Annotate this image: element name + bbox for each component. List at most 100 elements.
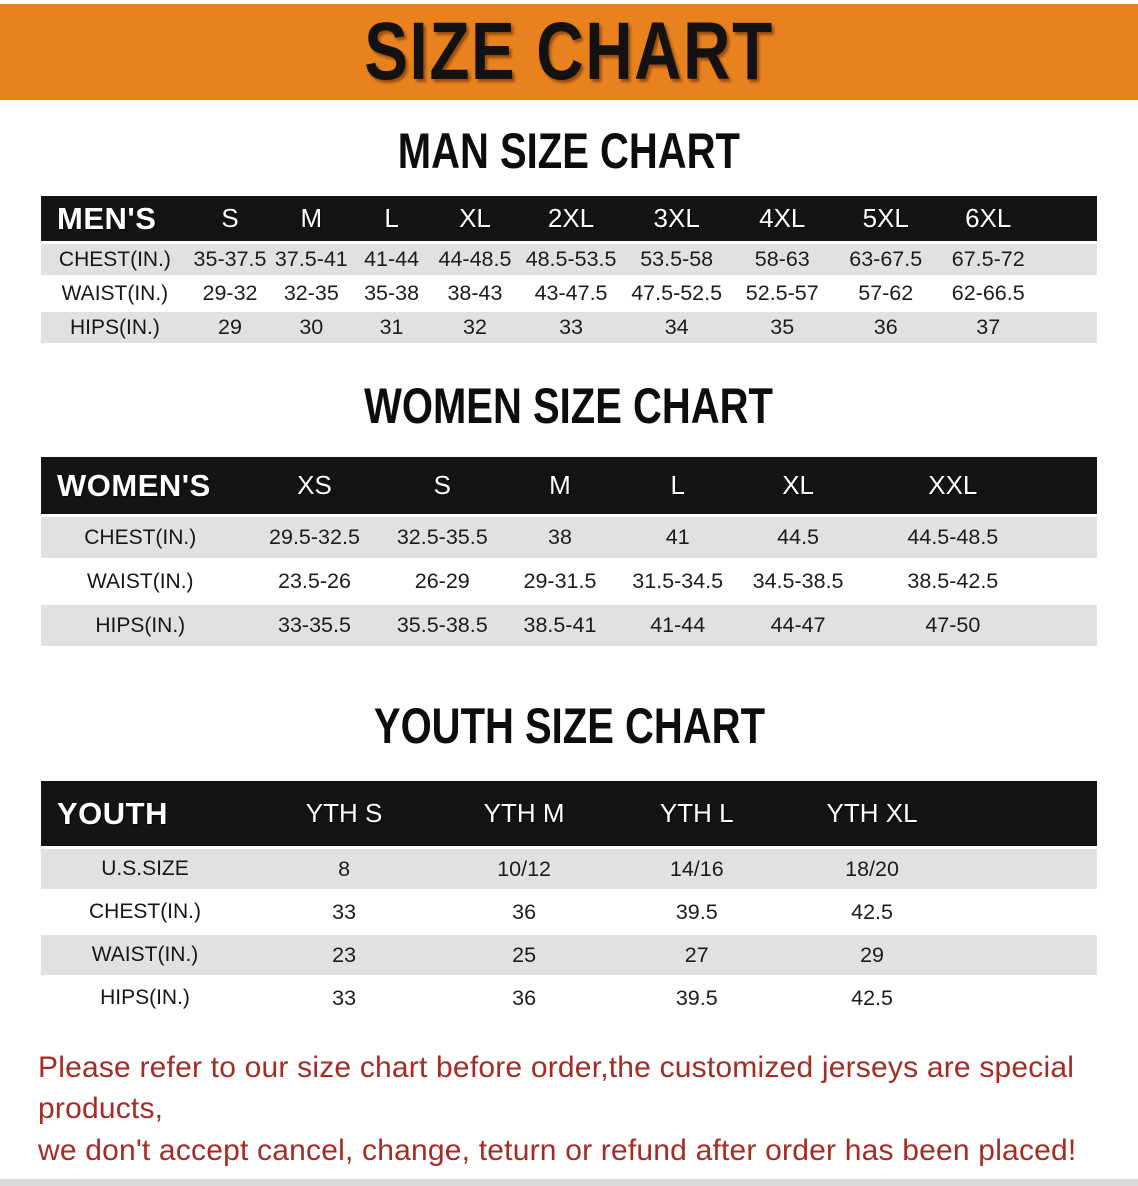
size-value-cell: 67.5-72 [936,244,1097,275]
size-value-cell: 41-44 [351,244,432,275]
size-column-header: L [624,457,731,514]
size-value-cell: 23.5-26 [239,561,390,602]
size-value-cell: 37.5-41 [271,244,352,275]
size-value-cell: 63-67.5 [835,244,937,275]
size-column-header: S [188,196,272,241]
size-value-cell: 32-35 [271,278,352,309]
size-value-cell: 44.5 [730,517,866,558]
table-row: CHEST(IN.) 33 36 39.5 42.5 [41,892,1097,932]
size-value-cell: 53.5-58 [623,244,730,275]
size-value-cell: 44-47 [730,605,866,646]
table-row: CHEST(IN.) 29.5-32.5 32.5-35.5 38 41 44.5 44.5… [41,517,1097,558]
size-value-cell: 10/12 [439,849,610,889]
size-value-cell: 33 [249,978,440,1018]
bottom-edge-strip [0,1179,1138,1186]
size-value-cell: 52.5-57 [729,278,836,309]
size-value-cell: 39.5 [609,892,785,932]
size-value-cell: 32 [431,312,519,343]
size-value-cell: 38 [495,517,625,558]
table-row: WAIST(IN.) 29-32 32-35 35-38 38-43 43-47.5 47.… [41,278,1097,309]
size-value-cell: 36 [835,312,937,343]
size-column-header: YTH M [439,781,610,846]
size-value-cell: 57-62 [835,278,937,309]
size-value-cell: 27 [609,935,785,975]
size-value-cell: 30 [271,312,352,343]
women-section-heading: WOMEN SIZE CHART [0,379,1138,434]
size-value-cell: 36 [439,892,610,932]
size-value-cell: 14/16 [609,849,785,889]
size-value-cell: 18/20 [784,849,960,889]
row-label-cell: HIPS(IN.) [41,312,189,343]
women-section-heading-text: WOMEN SIZE CHART [364,378,774,434]
men-size-table: MEN'S S M L XL 2XL 3XL 4XL 5XL 6XL CHEST(IN.) 35-37… [41,193,1097,346]
size-table-corner-label: MEN'S [41,196,189,241]
row-label-cell: CHEST(IN.) [41,244,189,275]
table-row: HIPS(IN.) 29 30 31 32 33 34 35 36 37 [41,312,1097,343]
row-label-cell: CHEST(IN.) [41,517,240,558]
size-value-cell: 26-29 [389,561,496,602]
size-value-cell: 42.5 [784,892,960,932]
size-column-header: YTH S [249,781,440,846]
row-label-cell: WAIST(IN.) [41,561,240,602]
youth-section-heading-text: YOUTH SIZE CHART [373,698,765,754]
size-column-header: M [495,457,625,514]
size-value-cell: 33-35.5 [239,605,390,646]
youth-section-heading: YOUTH SIZE CHART [0,699,1138,754]
size-column-header: 4XL [729,196,836,241]
size-value-cell: 47-50 [865,605,1097,646]
size-value-cell: 35.5-38.5 [389,605,496,646]
size-table-corner-label: WOMEN'S [41,457,240,514]
men-section-heading: MAN SIZE CHART [0,124,1138,179]
size-value-cell: 34.5-38.5 [730,561,866,602]
footer-note: Please refer to our size chart before or… [38,1047,1108,1171]
size-table-corner-label: YOUTH [41,781,250,846]
size-value-cell: 23 [249,935,440,975]
size-column-header: YTH L [609,781,785,846]
table-row: WAIST(IN.) 23 25 27 29 [41,935,1097,975]
size-value-cell: 34 [623,312,730,343]
size-column-header: XXL [865,457,1097,514]
size-value-cell: 44.5-48.5 [865,517,1097,558]
size-value-cell: 38.5-41 [495,605,625,646]
size-chart-page: SIZE CHART MAN SIZE CHART MEN'S S M L XL 2XL 3… [0,4,1138,1186]
section-men: MAN SIZE CHART MEN'S S M L XL 2XL 3XL 4XL 5XL 6XL… [0,124,1138,346]
size-column-header: 3XL [623,196,730,241]
row-label-cell: WAIST(IN.) [41,278,189,309]
row-label-cell: WAIST(IN.) [41,935,250,975]
size-value-cell: 37 [936,312,1097,343]
size-value-cell: 38-43 [431,278,519,309]
size-table-header-row: YOUTH YTH S YTH M YTH L YTH XL [41,781,1097,846]
table-row: WAIST(IN.) 23.5-26 26-29 29-31.5 31.5-34.5 34… [41,561,1097,602]
size-value-cell: 36 [439,978,610,1018]
size-column-header: 2XL [518,196,624,241]
size-value-cell: 42.5 [784,978,960,1018]
size-value-cell: 35-38 [351,278,432,309]
filler-cell [959,978,1097,1018]
size-column-header: XS [239,457,390,514]
size-column-header: XL [431,196,519,241]
size-value-cell: 33 [518,312,624,343]
section-youth: YOUTH SIZE CHART YOUTH YTH S YTH M YTH L YTH… [0,699,1138,1021]
table-row: HIPS(IN.) 33 36 39.5 42.5 [41,978,1097,1018]
page-title: SIZE CHART [364,6,774,97]
row-label-cell: U.S.SIZE [41,849,250,889]
row-label-cell: HIPS(IN.) [41,605,240,646]
size-value-cell: 8 [249,849,440,889]
size-value-cell: 41-44 [624,605,731,646]
size-value-cell: 29 [188,312,272,343]
filler-cell [959,935,1097,975]
size-column-header: YTH XL [784,781,960,846]
filler-cell [959,781,1097,846]
size-value-cell: 29-32 [188,278,272,309]
size-column-header: M [271,196,352,241]
table-row: U.S.SIZE 8 10/12 14/16 18/20 [41,849,1097,889]
size-column-header: 6XL [936,196,1097,241]
size-value-cell: 58-63 [729,244,836,275]
size-value-cell: 33 [249,892,440,932]
size-table-header-row: MEN'S S M L XL 2XL 3XL 4XL 5XL 6XL [41,196,1097,241]
size-value-cell: 47.5-52.5 [623,278,730,309]
size-value-cell: 29-31.5 [495,561,625,602]
size-value-cell: 35-37.5 [188,244,272,275]
section-women: WOMEN SIZE CHART WOMEN'S XS S M L XL XXL CHEST(… [0,379,1138,649]
table-row: HIPS(IN.) 33-35.5 35.5-38.5 38.5-41 41-44 44-… [41,605,1097,646]
